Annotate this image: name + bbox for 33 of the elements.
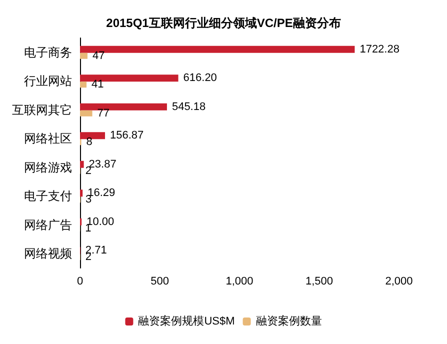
bar bbox=[80, 110, 92, 116]
data-label: 616.20 bbox=[183, 72, 217, 84]
y-tick-label: 行业网站 bbox=[24, 74, 72, 88]
y-tick-label: 互联网其它 bbox=[12, 102, 72, 117]
bar bbox=[80, 103, 167, 110]
bar bbox=[80, 46, 355, 53]
data-label: 3 bbox=[85, 194, 92, 206]
y-tick-label: 网络广告 bbox=[24, 218, 72, 232]
bar bbox=[80, 52, 88, 59]
legend-label: 融资案例规模US$M bbox=[138, 314, 235, 328]
bar bbox=[80, 190, 83, 197]
x-tick-label: 500 bbox=[150, 276, 169, 288]
data-label: 47 bbox=[92, 50, 105, 62]
data-label: 1722.28 bbox=[360, 43, 400, 56]
chart-title: 2015Q1互联网行业细分领域VC/PE融资分布 bbox=[106, 16, 341, 30]
x-tick-label: 1,500 bbox=[305, 276, 334, 288]
x-tick-label: 1,000 bbox=[226, 276, 254, 288]
data-label: 41 bbox=[92, 78, 104, 91]
data-label: 156.87 bbox=[110, 130, 144, 142]
legend-label: 融资案例数量 bbox=[256, 314, 322, 328]
y-tick-label: 电子支付 bbox=[24, 189, 72, 204]
data-label: 545.18 bbox=[172, 100, 206, 113]
bar bbox=[80, 160, 84, 168]
data-label: 2 bbox=[85, 164, 92, 177]
x-tick-label: 2,000 bbox=[385, 276, 413, 288]
y-tick-label: 网络社区 bbox=[24, 132, 72, 146]
data-label: 77 bbox=[97, 107, 110, 120]
bar bbox=[80, 82, 87, 88]
y-tick-label: 网络视频 bbox=[24, 246, 72, 261]
x-tick-label: 0 bbox=[76, 276, 84, 288]
y-tick-label: 电子商务 bbox=[24, 45, 72, 60]
data-label: 8 bbox=[86, 136, 92, 148]
y-tick-label: 网络游戏 bbox=[24, 160, 72, 174]
